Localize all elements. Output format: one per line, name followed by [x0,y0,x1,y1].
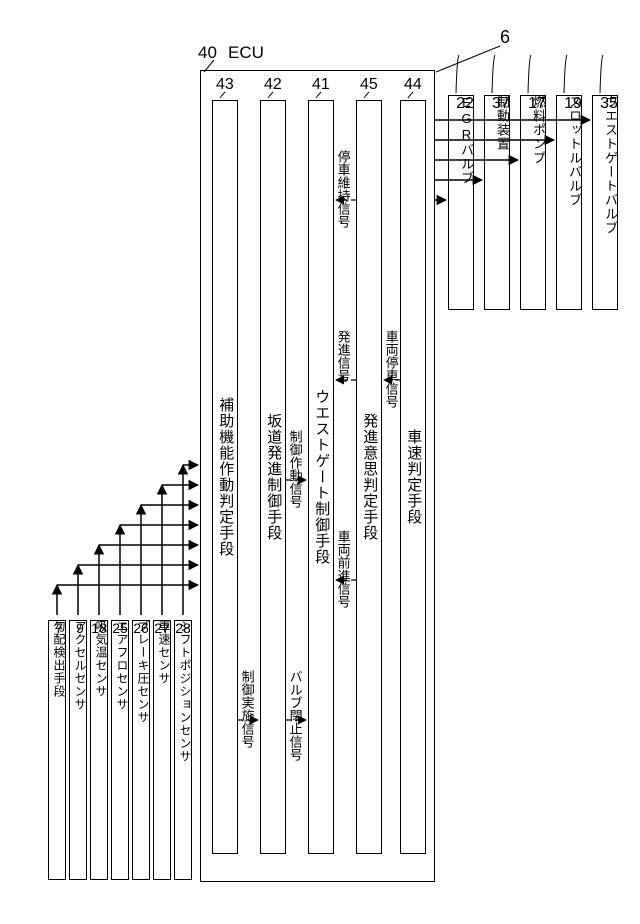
arrows-layer [0,0,640,924]
diagram-stage: 6 ECU 40 補助機能作動判定手段 43 坂道発進制御手段 42 ウエストゲ… [0,0,640,924]
